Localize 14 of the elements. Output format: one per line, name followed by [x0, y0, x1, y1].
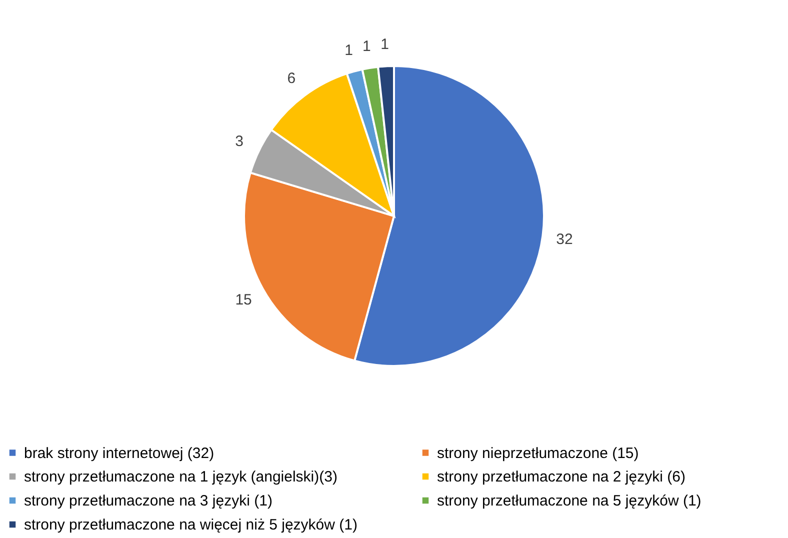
- legend-label: strony nieprzetłumaczone (15): [437, 444, 639, 462]
- data-label: 1: [362, 38, 371, 56]
- legend-label: strony przetłumaczone na 5 języków (1): [437, 492, 702, 510]
- legend-label: strony przetłumaczone na więcej niż 5 języków (1): [24, 516, 358, 534]
- data-label: 32: [556, 230, 573, 248]
- data-label: 1: [344, 42, 353, 60]
- data-label: 3: [235, 132, 244, 150]
- data-label: 1: [380, 36, 390, 54]
- data-label: 6: [287, 70, 296, 87]
- data-label: 15: [235, 291, 252, 308]
- legend-label: brak strony internetowej (32): [24, 444, 214, 462]
- legend-label: strony przetłumaczone na 2 języki (6): [437, 468, 686, 486]
- legend-label: strony przetłumaczone na 1 język (angielski)(3): [24, 468, 338, 486]
- legend-label: strony przetłumaczone na 3 języki (1): [24, 492, 272, 510]
